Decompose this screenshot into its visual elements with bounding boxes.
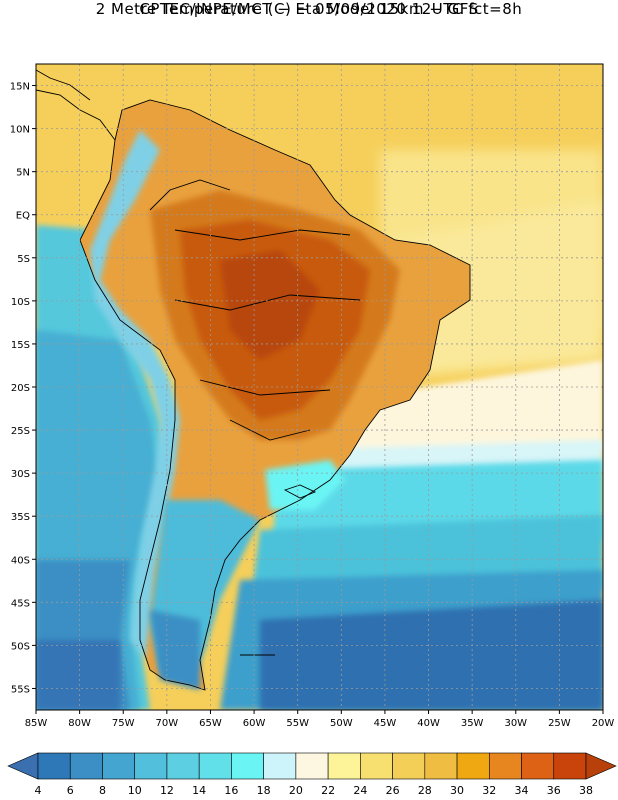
coastline <box>36 69 471 691</box>
colorbar-swatch <box>488 752 522 780</box>
colorbar-swatch <box>424 752 458 780</box>
colorbar-swatch <box>360 752 393 780</box>
colorbar-label: 28 <box>418 784 432 797</box>
colorbar-swatch <box>553 752 587 780</box>
lon-tick-label: 40W <box>417 718 440 729</box>
title-line-2: 2 Metre Temperature (C) − 05/09/2020 12U… <box>95 0 523 18</box>
colorbar-swatch <box>392 752 426 780</box>
lat-tick-label: 40S <box>11 555 30 566</box>
lat-tick-label: 15N <box>10 82 30 93</box>
lon-tick-label: 80W <box>68 718 91 729</box>
colorbar-label: 22 <box>321 784 335 797</box>
colorbar-label: 14 <box>192 784 206 797</box>
colorbar-swatch <box>231 752 264 780</box>
colorbar-label: 6 <box>67 784 74 797</box>
latitude-axis: 15N 10N 5N EQ 5S 10S 15S 20S 25S 30S 35S 40S 45S 50S 5… <box>10 82 36 695</box>
colorbar-label: 20 <box>289 784 303 797</box>
lat-tick-label: 5N <box>16 168 30 179</box>
colorbar-label: 12 <box>160 784 174 797</box>
colorbar-label: 34 <box>515 784 529 797</box>
colorbar-swatch <box>456 752 490 780</box>
lat-tick-label: 10N <box>10 125 30 136</box>
colorbar-label: 36 <box>547 784 561 797</box>
lon-tick-label: 75W <box>112 718 135 729</box>
lat-tick-label: 25S <box>11 426 30 437</box>
colorbar-arrow-low <box>7 752 39 780</box>
lon-tick-label: 25W <box>548 718 571 729</box>
colorbar-swatch <box>37 752 71 780</box>
colorbar-label: 10 <box>128 784 142 797</box>
lat-tick-label: 10S <box>11 297 30 308</box>
colorbar-swatch <box>521 752 555 780</box>
colorbar-swatch <box>134 752 168 780</box>
colorbar-swatch <box>69 752 103 780</box>
colorbar-swatch <box>102 752 136 780</box>
lon-tick-label: 60W <box>243 718 266 729</box>
lat-tick-label: 15S <box>11 340 30 351</box>
colorbar-swatch <box>166 752 200 780</box>
colorbar-label: 8 <box>99 784 106 797</box>
colorbar-swatch <box>263 752 297 780</box>
lat-tick-label: 55S <box>11 684 30 695</box>
colorbar-label: 24 <box>353 784 367 797</box>
colorbar-label: 16 <box>224 784 238 797</box>
lon-tick-label: 30W <box>504 718 527 729</box>
lon-tick-label: 70W <box>156 718 179 729</box>
lat-tick-label: 30S <box>11 469 30 480</box>
colorbar-label: 4 <box>35 784 42 797</box>
colorbar-arrow-high <box>585 752 617 780</box>
colorbar-label: 38 <box>579 784 593 797</box>
colorbar: 4 6 8 10 12 14 16 18 20 22 24 26 28 30 32 34 36 38 <box>7 752 617 797</box>
lon-tick-label: 55W <box>286 718 309 729</box>
lon-tick-label: 45W <box>374 718 397 729</box>
temperature-field <box>36 64 603 710</box>
colorbar-label: 30 <box>450 784 464 797</box>
lon-tick-label: 50W <box>330 718 353 729</box>
colorbar-swatch <box>327 752 361 780</box>
lat-tick-label: EQ <box>16 211 30 222</box>
lat-tick-label: 45S <box>11 598 30 609</box>
lat-tick-label: 20S <box>11 383 30 394</box>
lat-tick-label: 50S <box>11 641 30 652</box>
colorbar-swatch <box>198 752 232 780</box>
lon-tick-label: 85W <box>25 718 48 729</box>
lat-tick-label: 5S <box>17 254 30 265</box>
longitude-axis: 85W 80W 75W 70W 65W 60W 55W 50W 45W 40W 35W 30W 25W 2… <box>25 710 615 729</box>
colorbar-label: 26 <box>386 784 400 797</box>
title-line-1: CPTEC/INPE/MCT − Eta Model 15km − GFS <box>139 0 479 18</box>
lon-tick-label: 65W <box>199 718 222 729</box>
lon-tick-label: 20W <box>592 718 615 729</box>
lat-tick-label: 35S <box>11 512 30 523</box>
colorbar-label: 32 <box>482 784 496 797</box>
colorbar-swatch <box>295 752 329 780</box>
colorbar-label: 18 <box>257 784 271 797</box>
lon-tick-label: 35W <box>461 718 484 729</box>
